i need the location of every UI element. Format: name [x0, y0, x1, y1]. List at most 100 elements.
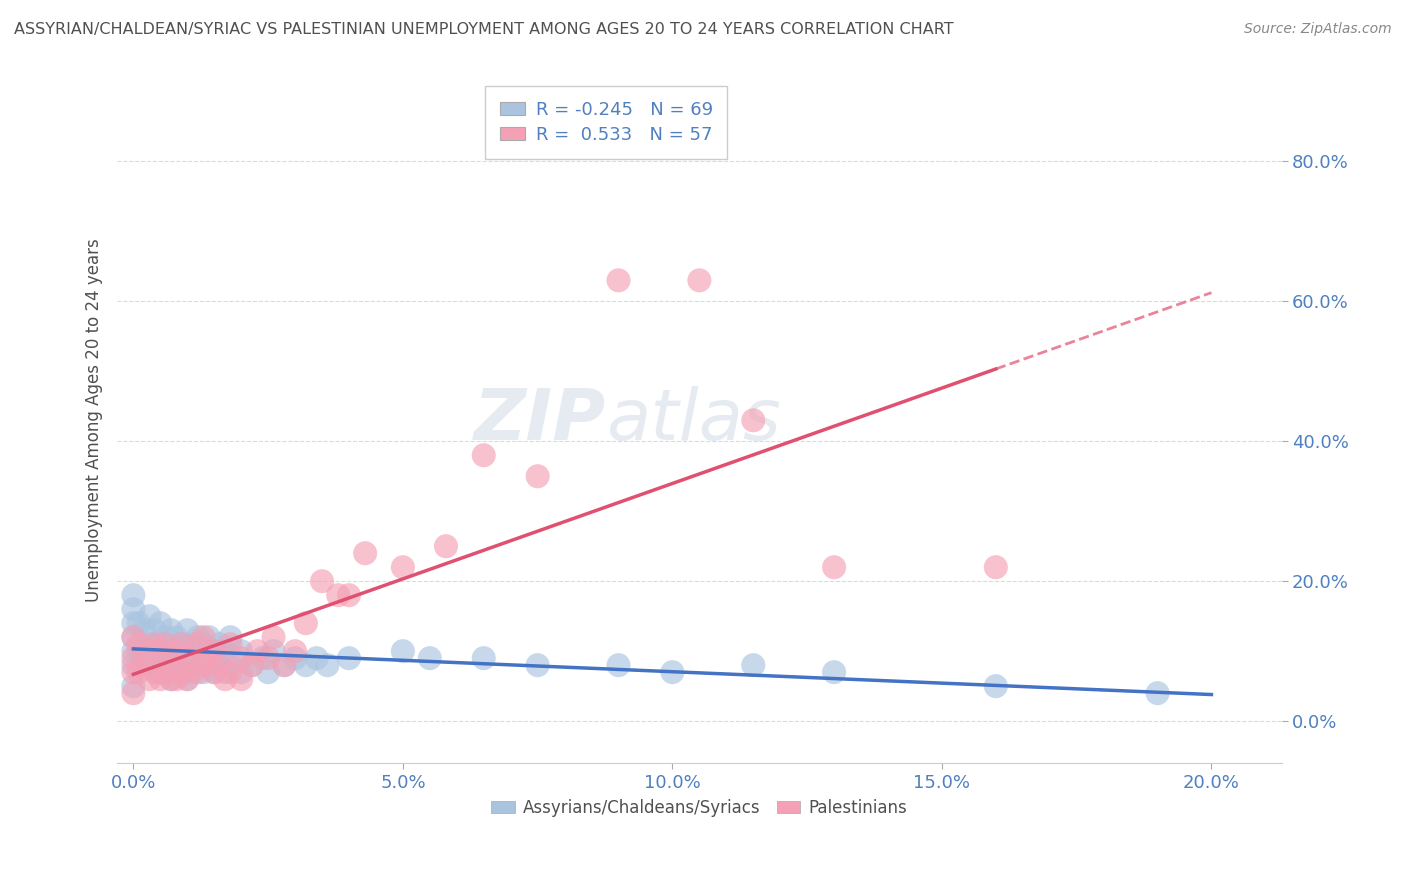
Point: [284, 651, 307, 665]
Point: [166, 672, 188, 686]
Point: [176, 651, 198, 665]
Point: [181, 637, 204, 651]
Point: [219, 658, 242, 673]
Point: [149, 672, 172, 686]
Point: [176, 623, 198, 637]
Point: [263, 644, 285, 658]
Point: [742, 658, 765, 673]
Point: [284, 644, 307, 658]
Point: [607, 273, 630, 287]
Point: [257, 651, 280, 665]
Point: [328, 588, 350, 602]
Point: [295, 616, 318, 631]
Point: [122, 588, 145, 602]
Point: [160, 651, 183, 665]
Point: [214, 665, 236, 680]
Point: [138, 637, 160, 651]
Point: [316, 658, 339, 673]
Point: [143, 637, 166, 651]
Point: [143, 623, 166, 637]
Point: [122, 665, 145, 680]
Point: [170, 637, 193, 651]
Point: [166, 644, 188, 658]
Point: [143, 651, 166, 665]
Point: [170, 665, 193, 680]
Point: [208, 637, 231, 651]
Point: [181, 658, 204, 673]
Point: [337, 588, 360, 602]
Point: [295, 658, 318, 673]
Point: [231, 644, 253, 658]
Point: [231, 672, 253, 686]
Point: [128, 665, 150, 680]
Point: [138, 672, 160, 686]
Point: [198, 651, 221, 665]
Point: [1146, 686, 1168, 700]
Point: [122, 651, 145, 665]
Point: [128, 637, 150, 651]
Point: [160, 651, 183, 665]
Point: [198, 658, 221, 673]
Point: [240, 658, 263, 673]
Point: [187, 637, 209, 651]
Point: [273, 658, 295, 673]
Point: [155, 658, 177, 673]
Point: [176, 672, 198, 686]
Point: [149, 665, 172, 680]
Point: [170, 637, 193, 651]
Point: [176, 672, 198, 686]
Point: [231, 651, 253, 665]
Point: [170, 665, 193, 680]
Point: [122, 658, 145, 673]
Point: [138, 644, 160, 658]
Point: [166, 630, 188, 644]
Point: [305, 651, 328, 665]
Point: [181, 665, 204, 680]
Point: [219, 637, 242, 651]
Point: [128, 616, 150, 631]
Point: [526, 469, 548, 483]
Point: [193, 637, 215, 651]
Point: [122, 616, 145, 631]
Point: [208, 658, 231, 673]
Point: [252, 651, 274, 665]
Point: [257, 665, 280, 680]
Point: [202, 665, 225, 680]
Point: [122, 686, 145, 700]
Point: [219, 630, 242, 644]
Point: [742, 413, 765, 427]
Y-axis label: Unemployment Among Ages 20 to 24 years: Unemployment Among Ages 20 to 24 years: [86, 238, 103, 602]
Point: [198, 630, 221, 644]
Point: [122, 644, 145, 658]
Point: [472, 651, 495, 665]
Point: [134, 623, 156, 637]
Text: ZIP: ZIP: [474, 385, 606, 455]
Point: [311, 574, 333, 589]
Point: [392, 644, 415, 658]
Point: [208, 658, 231, 673]
Point: [263, 630, 285, 644]
Point: [138, 609, 160, 624]
Text: ASSYRIAN/CHALDEAN/SYRIAC VS PALESTINIAN UNEMPLOYMENT AMONG AGES 20 TO 24 YEARS C: ASSYRIAN/CHALDEAN/SYRIAC VS PALESTINIAN …: [14, 22, 953, 37]
Point: [392, 560, 415, 574]
Point: [240, 658, 263, 673]
Point: [155, 637, 177, 651]
Point: [354, 546, 377, 560]
Point: [273, 658, 295, 673]
Point: [166, 658, 188, 673]
Point: [214, 672, 236, 686]
Text: Source: ZipAtlas.com: Source: ZipAtlas.com: [1244, 22, 1392, 37]
Point: [149, 616, 172, 631]
Point: [149, 644, 172, 658]
Point: [134, 651, 156, 665]
Point: [823, 560, 845, 574]
Point: [246, 644, 269, 658]
Point: [214, 644, 236, 658]
Point: [202, 644, 225, 658]
Point: [160, 672, 183, 686]
Point: [187, 665, 209, 680]
Point: [984, 560, 1007, 574]
Point: [138, 658, 160, 673]
Point: [526, 658, 548, 673]
Point: [661, 665, 683, 680]
